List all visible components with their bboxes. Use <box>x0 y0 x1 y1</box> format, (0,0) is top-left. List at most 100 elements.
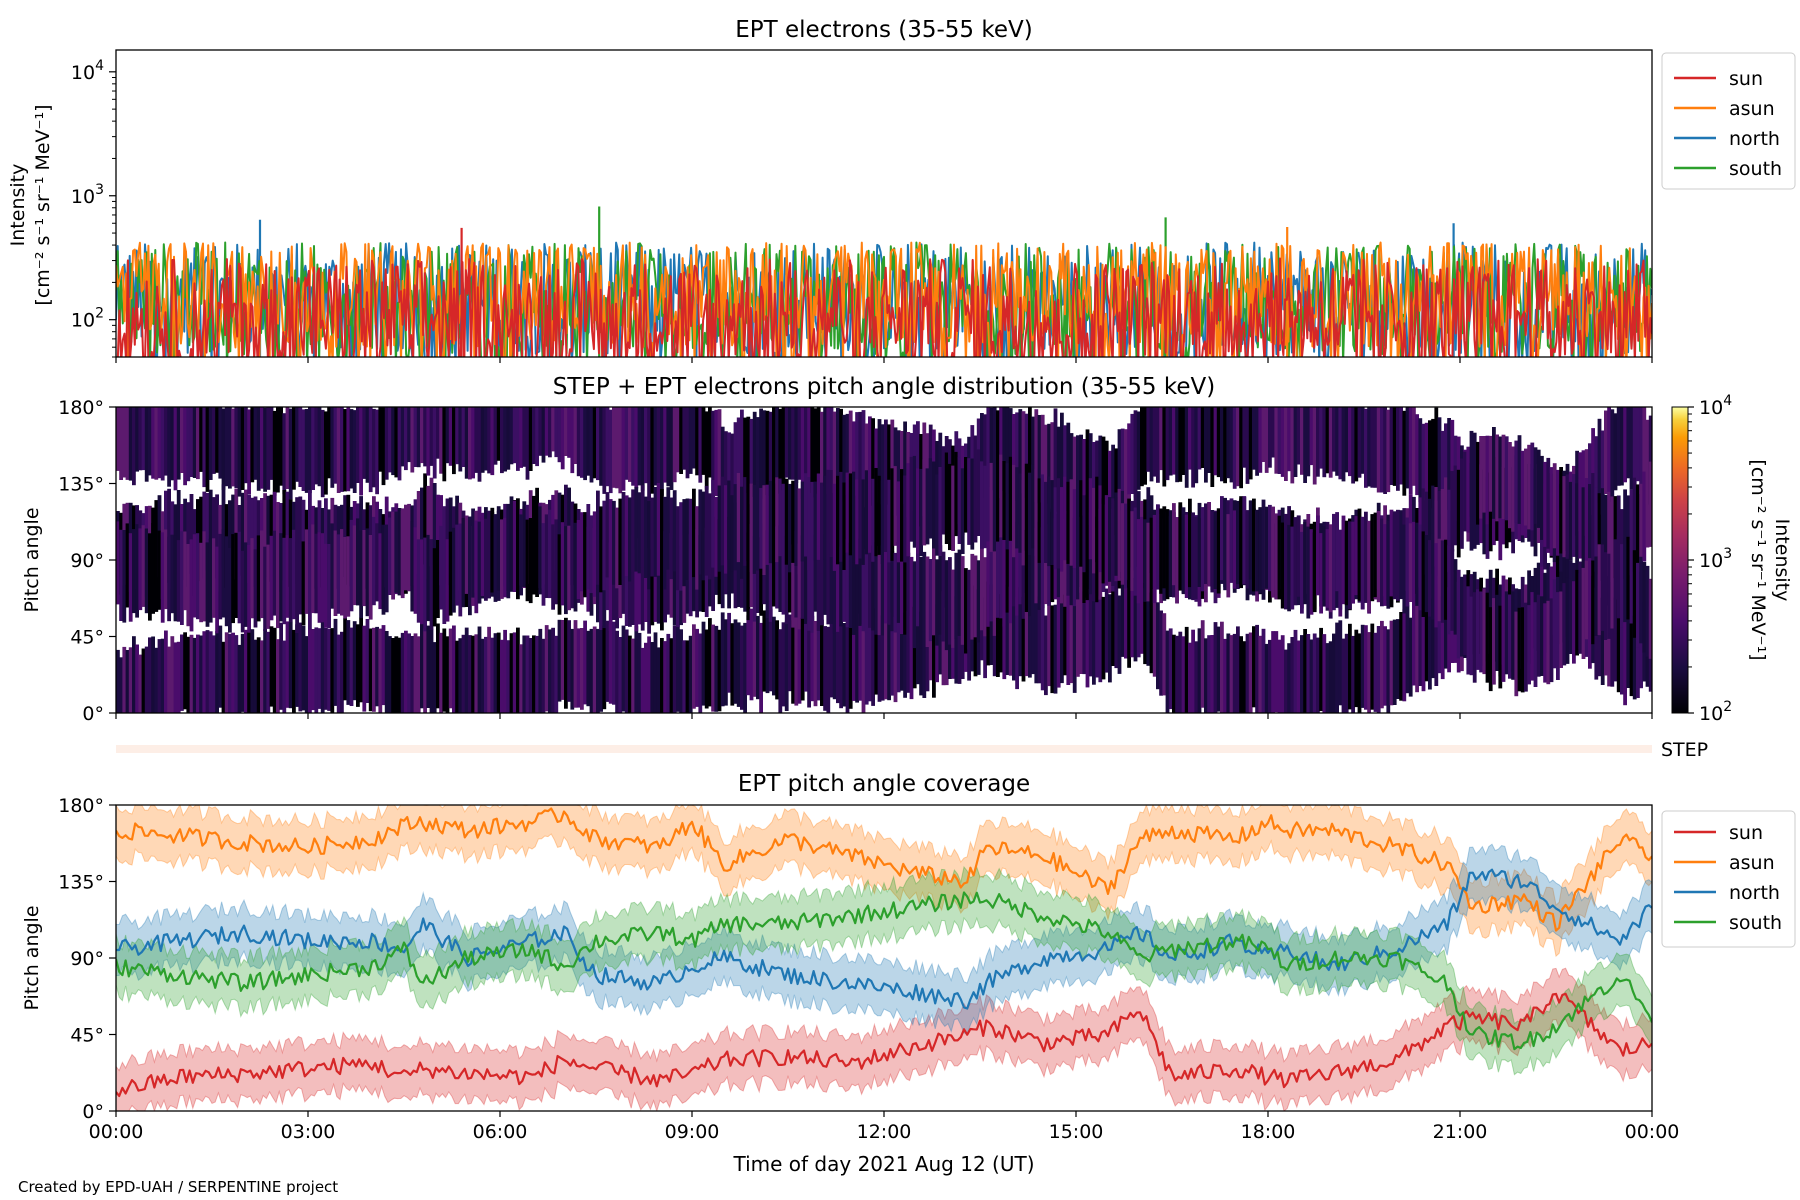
heat-cell <box>583 620 587 705</box>
heat-cell <box>1261 628 1266 713</box>
heat-cell <box>317 407 322 487</box>
heat-cell <box>1274 407 1279 474</box>
heat-cell <box>477 626 482 713</box>
heat-cell <box>288 538 293 623</box>
heat-cell <box>1527 605 1531 685</box>
heat-cell <box>1322 407 1327 478</box>
heat-cell <box>983 465 987 549</box>
heat-cell <box>1575 483 1579 571</box>
heat-cell <box>1162 613 1167 696</box>
heat-cell <box>800 481 805 562</box>
heat-cell <box>1188 642 1192 713</box>
heat-cell <box>167 488 171 583</box>
heat-cell <box>1517 607 1522 692</box>
heat-cell <box>304 409 309 493</box>
heat-cell <box>1444 539 1448 620</box>
heat-cell <box>1284 649 1288 713</box>
heat-cell <box>1341 638 1346 713</box>
heat-cell <box>685 498 690 580</box>
heat-cell <box>324 627 328 710</box>
heat-cell <box>1408 407 1413 495</box>
heat-cell <box>1540 596 1544 676</box>
heat-cell <box>640 647 645 713</box>
heat-cell <box>564 526 568 615</box>
heat-cell <box>612 621 616 705</box>
heat-cell <box>1056 426 1061 512</box>
heat-cell <box>176 641 181 713</box>
heat-cell <box>749 483 754 572</box>
heat-cell <box>388 517 392 595</box>
heat-cell <box>276 502 280 591</box>
heat-cell <box>900 469 904 562</box>
heat-cell <box>1226 514 1231 598</box>
heat-cell <box>1143 407 1147 485</box>
heat-cell <box>928 458 933 539</box>
heat-cell <box>1021 596 1026 682</box>
heat-cell <box>189 539 194 632</box>
heat-cell <box>1319 533 1323 614</box>
heat-cell <box>935 474 939 556</box>
heat-cell <box>1316 637 1320 713</box>
heat-cell <box>1383 626 1387 706</box>
heat-cell <box>551 524 555 610</box>
heat-cell <box>948 463 952 551</box>
heat-cell <box>1453 465 1458 546</box>
heat-cell <box>900 603 904 691</box>
heat-cell <box>253 639 258 713</box>
heat-cell <box>1588 558 1592 649</box>
heat-cell <box>1610 600 1615 687</box>
heat-cell <box>1072 436 1077 517</box>
heat-cell <box>1127 580 1131 668</box>
heat-cell <box>442 628 447 712</box>
heat-cell <box>1124 429 1128 521</box>
heat-cell <box>391 407 395 476</box>
heat-cell <box>372 408 376 488</box>
heat-cell <box>266 495 271 577</box>
heat-cell <box>1060 487 1064 572</box>
heat-cell <box>154 647 159 713</box>
y-tick-label: 45° <box>70 1025 104 1047</box>
heat-cell <box>688 635 693 713</box>
heat-cell <box>759 408 763 494</box>
heat-cell <box>365 619 370 703</box>
heat-cell <box>448 407 453 466</box>
heat-cell <box>909 616 914 700</box>
heat-cell <box>125 407 130 480</box>
heat-cell <box>423 537 427 632</box>
heat-cell <box>1191 512 1195 588</box>
heat-cell <box>480 512 485 597</box>
heat-cell <box>343 537 347 619</box>
heat-cell <box>1309 529 1314 615</box>
heat-cell <box>180 634 184 711</box>
heat-cell <box>1021 479 1026 566</box>
heat-cell <box>164 407 168 476</box>
heat-cell <box>1005 463 1010 550</box>
heat-cell <box>903 559 907 635</box>
heat-cell <box>1328 407 1333 478</box>
heat-cell <box>1063 476 1067 561</box>
heat-cell <box>1271 506 1275 598</box>
heat-cell <box>1620 608 1624 695</box>
heat-cell <box>420 487 424 571</box>
heat-cell <box>957 595 962 684</box>
heat-cell <box>874 468 879 557</box>
band-sun <box>116 967 1652 1111</box>
heat-cell <box>1293 517 1298 605</box>
heat-cell <box>810 539 815 633</box>
heat-cell <box>919 556 923 649</box>
heat-cell <box>666 633 671 713</box>
heat-cell <box>461 518 466 608</box>
colorbar-gradient <box>1671 406 1689 714</box>
heat-cell <box>679 407 683 474</box>
heat-cell <box>1610 496 1615 583</box>
panel3-ylabel: Pitch angle <box>21 905 43 1010</box>
heat-cell <box>1303 407 1307 483</box>
heat-cell <box>1386 520 1391 609</box>
heat-cell <box>791 620 795 704</box>
heat-cell <box>1639 483 1643 573</box>
heat-cell <box>132 529 136 614</box>
heat-cell <box>637 538 642 625</box>
heat-cell <box>1130 567 1135 658</box>
